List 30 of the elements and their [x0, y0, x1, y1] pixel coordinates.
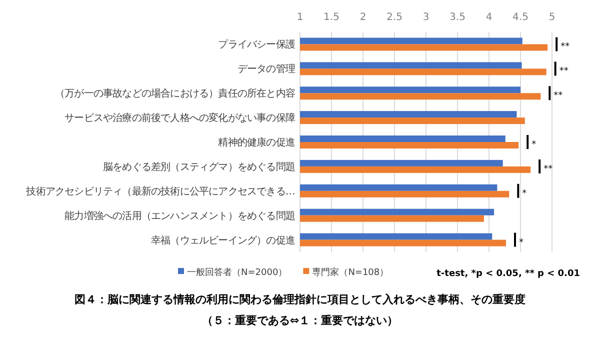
y-tick-label: （万が一の事故などの場合における）責任の所在と内容	[54, 88, 296, 100]
y-tick-label: 技術アクセシビリティ（最新の技術に公平にアクセスできる…	[25, 185, 295, 198]
annotation: *	[532, 140, 537, 150]
annotation: *	[519, 238, 524, 248]
x-tick-label: 5	[548, 12, 556, 23]
legend-label: 専門家（N=108）	[312, 267, 389, 278]
x-tick-label: 2.5	[386, 12, 402, 23]
x-tick-label: 4	[486, 12, 492, 23]
y-tick-label: 脳をめぐる差別（スティグマ）をめぐる問題	[102, 160, 296, 173]
x-tick-label: 3.5	[450, 12, 466, 23]
y-tick-label: プライバシー保護	[218, 38, 296, 51]
y-tick-label: サービスや治療の前後で人格への変化がない事の保障	[64, 112, 296, 124]
x-tick-label: 1.5	[324, 12, 340, 23]
annotation: **	[544, 164, 554, 174]
x-tick-label: 4.5	[512, 12, 528, 23]
legend-label: 一般回答者（N=2000）	[187, 267, 288, 278]
text: 図４：脳に関連する情報の利用に関わる倫理指針に項目として入れるべき事柄、その重要度	[74, 293, 526, 306]
text: **	[554, 91, 564, 102]
text: **	[559, 66, 569, 77]
x-tick-label: 1	[296, 12, 304, 23]
text: **	[560, 42, 570, 52]
x-tick-label: 3	[422, 12, 430, 23]
x-tick-label: 2	[360, 12, 366, 23]
text: （５：重要である⇔１：重要ではない）	[202, 314, 398, 327]
y-tick-label: 精神的健康の促進	[218, 136, 296, 148]
text: t-test, *p < 0.05, ** p < 0.01	[436, 269, 580, 279]
annotation: *	[522, 188, 528, 199]
y-tick-label: 幸福（ウェルビーイング）の促進	[150, 234, 296, 246]
y-tick-label: 能力増強への活用（エンハンスメント）をめぐる問題	[64, 210, 296, 222]
y-tick-label: データの管理	[237, 64, 296, 76]
